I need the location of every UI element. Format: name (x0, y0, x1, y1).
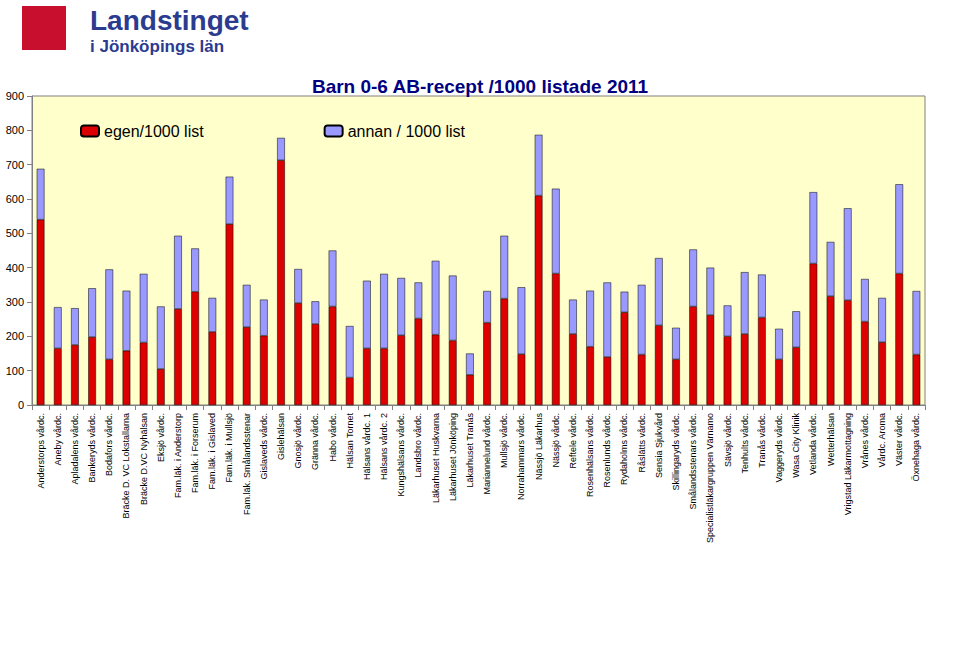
svg-text:Mariannelund vårdc.: Mariannelund vårdc. (482, 413, 492, 495)
svg-text:200: 200 (6, 330, 24, 342)
svg-text:Reftele vårdc.: Reftele vårdc. (568, 413, 578, 469)
svg-text:600: 600 (6, 193, 24, 205)
svg-text:Läkarhuset Huskvarna: Läkarhuset Huskvarna (431, 413, 441, 503)
svg-text:Sävsjö vårdc.: Sävsjö vårdc. (723, 413, 733, 467)
svg-text:Landstinget: Landstinget (90, 5, 249, 36)
svg-text:Skillingaryds vårdc.: Skillingaryds vårdc. (671, 413, 681, 491)
svg-text:Apladalens vårdc.: Apladalens vårdc. (70, 413, 80, 485)
svg-text:Specialistläkargruppen Värnamo: Specialistläkargruppen Värnamo (705, 413, 715, 543)
svg-text:Rosenlunds vårdc.: Rosenlunds vårdc. (602, 413, 612, 488)
svg-text:Barn 0-6 AB-recept /1000 lista: Barn 0-6 AB-recept /1000 listade 2011 (312, 76, 649, 97)
svg-text:annan / 1000 list: annan / 1000 list (348, 123, 466, 140)
svg-text:Fam.läk. i Mullsjö: Fam.läk. i Mullsjö (224, 413, 234, 483)
svg-text:Vaggeryds vårdc.: Vaggeryds vårdc. (774, 413, 784, 482)
svg-text:Fam.läk. Smålandsstenar: Fam.läk. Smålandsstenar (242, 413, 252, 515)
svg-text:Hälsans vårdc. 1: Hälsans vårdc. 1 (362, 413, 372, 480)
svg-text:Gränna vårdc.: Gränna vårdc. (310, 413, 320, 470)
svg-text:Vrigstad Läkarmottagning: Vrigstad Läkarmottagning (843, 413, 853, 515)
svg-text:900: 900 (6, 90, 24, 102)
svg-text:Vetlanda vårdc.: Vetlanda vårdc. (808, 413, 818, 475)
svg-text:Bräcke D.VC Nyhälsan: Bräcke D.VC Nyhälsan (139, 413, 149, 505)
svg-text:Hälsans vårdc. 2: Hälsans vårdc. 2 (379, 413, 389, 480)
svg-text:Tenhults vårdc.: Tenhults vårdc. (740, 413, 750, 474)
svg-text:i Jönköpings län: i Jönköpings län (90, 37, 224, 56)
svg-text:300: 300 (6, 296, 24, 308)
svg-text:Bodafors vårdc.: Bodafors vårdc. (104, 413, 114, 476)
svg-text:Bankeryds vårdc.: Bankeryds vårdc. (87, 413, 97, 483)
svg-text:Nässjö Läkarhus: Nässjö Läkarhus (534, 413, 544, 481)
svg-text:Läkarhuset Jönköping: Läkarhuset Jönköping (448, 413, 458, 501)
svg-text:700: 700 (6, 159, 24, 171)
svg-text:Rosenhälsans vårdc.: Rosenhälsans vårdc. (585, 413, 595, 497)
svg-text:Mullsjö vårdc.: Mullsjö vårdc. (499, 413, 509, 468)
svg-text:Gislaveds vårdc.: Gislaveds vårdc. (259, 413, 269, 480)
svg-text:Fam.läk. i Gislaved: Fam.läk. i Gislaved (207, 413, 217, 490)
svg-text:400: 400 (6, 262, 24, 274)
svg-text:Norrahammars vårdc.: Norrahammars vårdc. (516, 413, 526, 500)
svg-text:Rydaholms vårdc.: Rydaholms vårdc. (619, 413, 629, 485)
svg-text:Landsbro vårdc.: Landsbro vårdc. (413, 413, 423, 478)
svg-text:Väster vårdc.: Väster vårdc. (894, 413, 904, 466)
svg-text:0: 0 (18, 399, 24, 411)
svg-text:Kungshälsans vårdc.: Kungshälsans vårdc. (396, 413, 406, 497)
svg-text:Vårdc. Aroma: Vårdc. Aroma (877, 413, 887, 468)
svg-text:Gnosjö vårdc.: Gnosjö vårdc. (293, 413, 303, 469)
svg-text:Läkarhuset Tranås: Läkarhuset Tranås (465, 413, 475, 488)
svg-text:Gislehälsan: Gislehälsan (276, 413, 286, 460)
svg-text:Wasa City Klinik: Wasa City Klinik (791, 413, 801, 478)
svg-text:Habo vårdc.: Habo vårdc. (328, 413, 338, 462)
svg-text:Bräcke D. VC Lokstallarna: Bräcke D. VC Lokstallarna (121, 413, 131, 519)
svg-text:egen/1000 list: egen/1000 list (104, 123, 204, 140)
svg-text:500: 500 (6, 227, 24, 239)
svg-text:Sensia Sjukvård: Sensia Sjukvård (654, 413, 664, 478)
svg-text:800: 800 (6, 124, 24, 136)
svg-text:Wetterhälsan: Wetterhälsan (826, 413, 836, 466)
svg-text:Anderstorps vårdc.: Anderstorps vårdc. (36, 413, 46, 489)
svg-text:Smålandsstenars vårdc.: Smålandsstenars vårdc. (688, 413, 698, 510)
svg-text:Vrånes vårdc.: Vrånes vårdc. (860, 413, 870, 468)
svg-text:Råslätts vårdc.: Råslätts vårdc. (637, 413, 647, 473)
svg-text:Aneby vårdc.: Aneby vårdc. (53, 413, 63, 466)
svg-text:Nässjö vårdc.: Nässjö vårdc. (551, 413, 561, 468)
svg-text:Eksjö vårdc.: Eksjö vårdc. (156, 413, 166, 462)
svg-text:Tranås vårdc.: Tranås vårdc. (757, 413, 767, 468)
svg-text:100: 100 (6, 365, 24, 377)
svg-text:Fam.läk. i Anderstorp: Fam.läk. i Anderstorp (173, 413, 183, 498)
svg-text:Hälsan Tornet: Hälsan Tornet (345, 413, 355, 469)
svg-text:Öxnehaga vårdc.: Öxnehaga vårdc. (911, 413, 921, 482)
svg-text:Fam.läk. i Forserum: Fam.läk. i Forserum (190, 413, 200, 493)
